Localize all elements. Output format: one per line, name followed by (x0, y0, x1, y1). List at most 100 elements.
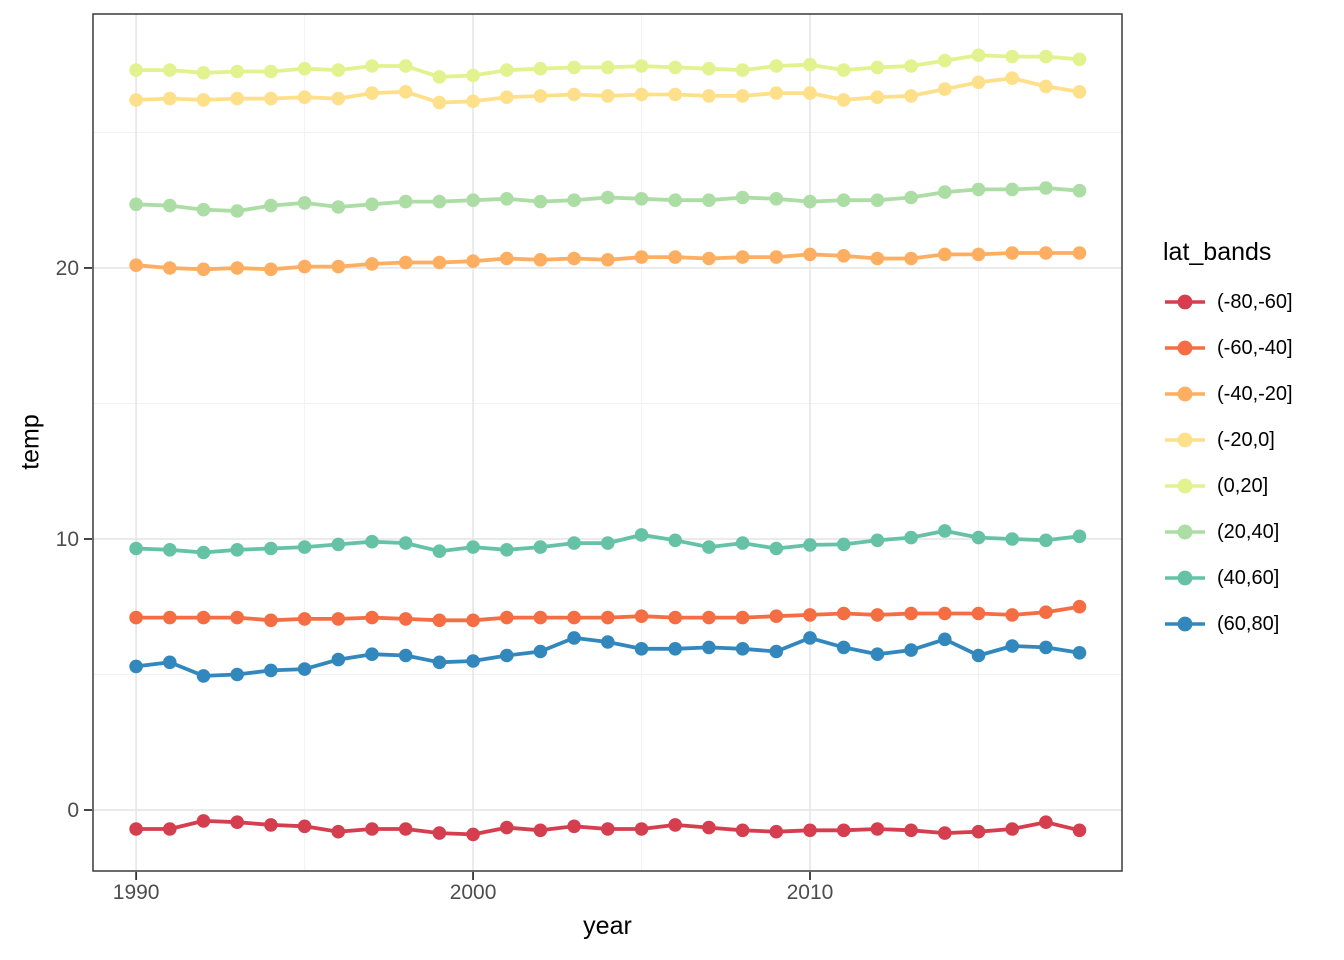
data-point (1072, 529, 1087, 544)
legend-item-label: (-20,0] (1217, 428, 1275, 451)
data-point (904, 643, 918, 657)
data-point (264, 198, 278, 213)
data-point (365, 59, 379, 73)
data-point (398, 59, 413, 73)
data-point (196, 262, 211, 277)
data-point (601, 635, 615, 649)
data-point (533, 89, 548, 103)
data-point (735, 610, 750, 625)
data-point (432, 70, 447, 84)
data-point (331, 91, 346, 106)
data-point (634, 822, 649, 836)
data-point (129, 541, 143, 556)
data-point (870, 533, 885, 548)
data-point (1039, 181, 1053, 195)
data-point (668, 818, 682, 832)
data-point (1039, 79, 1053, 94)
data-point (938, 185, 952, 199)
data-point (1005, 71, 1019, 85)
data-point (500, 90, 514, 104)
data-point (938, 524, 952, 538)
x-tick-label: 2000 (450, 881, 497, 904)
legend-items: (-80,-60] (-60,-40] (-40,-20] (-20,0] (0,20]… (1163, 287, 1293, 639)
data-point (803, 608, 817, 622)
data-point (297, 61, 312, 76)
data-point (1039, 49, 1053, 64)
data-point (466, 94, 480, 109)
x-tick-label: 1990 (113, 881, 160, 904)
data-point (533, 540, 548, 554)
data-point (702, 820, 716, 835)
data-point (331, 824, 346, 839)
data-point (264, 64, 278, 79)
data-point (264, 818, 278, 832)
data-point (432, 826, 447, 840)
data-point (702, 251, 716, 266)
data-point (702, 89, 716, 103)
data-point (904, 606, 918, 621)
data-point (836, 63, 851, 77)
data-point (331, 537, 346, 552)
data-point (938, 82, 952, 96)
data-point (466, 540, 480, 554)
data-point (500, 543, 514, 557)
legend-item: (20,40] (1163, 517, 1293, 547)
data-point (938, 826, 952, 840)
data-point (870, 251, 885, 266)
legend-title: lat_bands (1163, 238, 1272, 266)
data-point (870, 90, 885, 104)
data-point (230, 91, 244, 106)
data-point (735, 536, 750, 550)
data-point (803, 247, 817, 262)
legend-item: (-40,-20] (1163, 379, 1293, 409)
data-point (567, 251, 581, 266)
data-point (601, 252, 615, 267)
legend-item-label: (40,60] (1217, 566, 1280, 589)
data-point (331, 200, 346, 214)
data-point (803, 823, 817, 838)
series-(0,20] (129, 48, 1087, 84)
data-point (264, 91, 278, 106)
data-point (432, 95, 447, 110)
data-point (331, 259, 346, 274)
data-point (836, 640, 851, 655)
data-point (398, 612, 413, 626)
data-point (567, 631, 581, 645)
data-point (297, 540, 312, 554)
data-point (634, 609, 649, 623)
data-point (365, 257, 379, 271)
data-point (533, 644, 548, 659)
data-point (230, 204, 244, 218)
data-point (668, 533, 682, 548)
data-point (196, 545, 211, 560)
legend: lat_bands (-80,-60] (-60,-40] (-40,-20] (-2… (1163, 238, 1293, 655)
data-point (735, 190, 750, 205)
data-point (601, 536, 615, 550)
data-point (702, 640, 716, 655)
data-point (601, 822, 615, 836)
legend-item-label: (20,40] (1217, 520, 1280, 543)
data-point (668, 610, 682, 625)
data-point (567, 610, 581, 625)
data-point (702, 610, 716, 625)
data-point (129, 258, 143, 273)
data-point (500, 610, 514, 625)
data-point (230, 543, 244, 557)
data-point (230, 64, 244, 79)
data-point (500, 192, 514, 206)
series-(-80,-60] (129, 814, 1087, 842)
legend-item-label: (-60,-40] (1217, 336, 1293, 359)
data-point (971, 824, 986, 839)
data-point (1072, 52, 1087, 67)
data-point (297, 662, 312, 676)
data-point (466, 827, 480, 842)
data-point (1072, 599, 1087, 614)
data-point (634, 528, 649, 542)
data-point (264, 541, 278, 556)
data-point (196, 610, 211, 625)
data-point (398, 536, 413, 550)
data-point (1039, 246, 1053, 260)
data-point (769, 59, 784, 73)
y-tick-label: 10 (56, 528, 79, 551)
